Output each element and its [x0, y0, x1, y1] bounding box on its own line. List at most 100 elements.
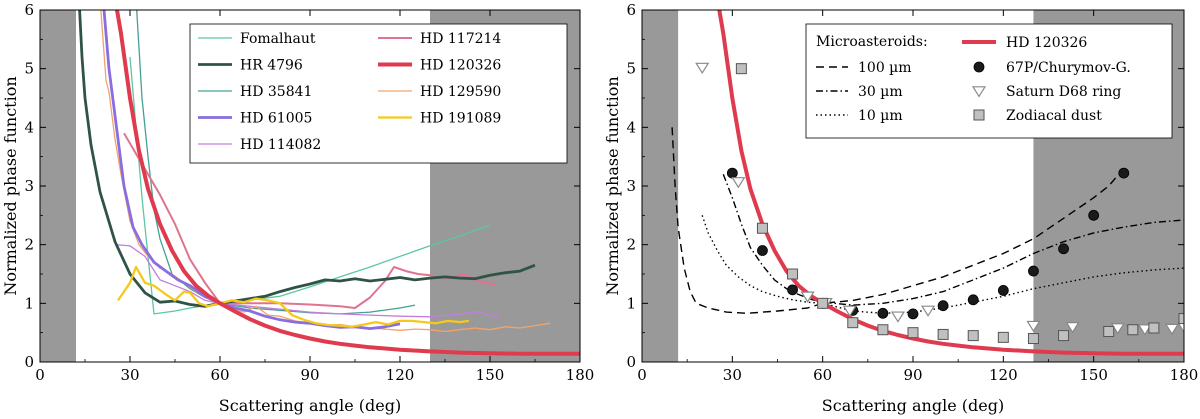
y-tick-label: 2	[24, 236, 34, 254]
point-zodiacal-dust	[1058, 330, 1070, 342]
legend-label-hd-129590: HD 129590	[420, 84, 501, 100]
x-tick-label: 30	[120, 366, 139, 384]
point-saturn-d68-ring	[731, 177, 746, 189]
series-line-100-m	[671, 127, 1125, 314]
x-tick-label: 180	[1170, 366, 1199, 384]
x-tick-label: 180	[566, 366, 595, 384]
legend-marker-67p-churymov-g	[973, 61, 985, 73]
point-67p-churymov-g	[967, 294, 979, 306]
legend-label-hr-4796: HR 4796	[240, 58, 303, 74]
y-tick-label: 1	[24, 294, 34, 312]
point-67p-churymov-g	[1028, 265, 1039, 277]
x-tick-label: 60	[813, 366, 832, 384]
legend-label-10-m: 10 µm	[858, 108, 903, 124]
y-tick-label: 6	[24, 1, 34, 19]
legend-label-hd-191089: HD 191089	[420, 111, 501, 127]
x-tick-label: 120	[386, 366, 415, 384]
x-axis-label: Scattering angle (deg)	[822, 396, 1004, 415]
point-zodiacal-dust	[1127, 324, 1139, 336]
y-tick-label: 5	[626, 60, 636, 78]
y-tick-label: 4	[626, 118, 636, 136]
point-zodiacal-dust	[1103, 325, 1115, 337]
right-chart: 0 30 60 90 120 150 180 0 1 2 3 4 5 6 Scattering angle…	[603, 1, 1199, 415]
y-tick-label: 5	[24, 60, 34, 78]
point-saturn-d68-ring	[1065, 322, 1080, 334]
point-saturn-d68-ring	[842, 305, 857, 317]
point-saturn-d68-ring	[1110, 323, 1125, 335]
point-saturn-d68-ring	[800, 291, 815, 303]
x-tick-label: 60	[210, 366, 229, 384]
point-67p-churymov-g	[997, 285, 1009, 296]
point-saturn-d68-ring	[1026, 320, 1041, 333]
series-line-hd-191089	[117, 265, 470, 328]
y-axis-label: Normalized phase function	[1, 76, 20, 295]
legend-label-hd-114082: HD 114082	[240, 137, 321, 153]
legend-label-hd-61005: HD 61005	[240, 111, 312, 127]
legend-box	[189, 23, 568, 164]
point-zodiacal-dust	[937, 328, 949, 340]
point-67p-churymov-g	[1118, 167, 1130, 179]
legend-label-hd-35841: HD 35841	[240, 84, 312, 100]
legend: Fomalhaut HR 4796 HD 35841 HD 61005 HD 11408…	[189, 23, 568, 164]
y-tick-label: 6	[626, 1, 636, 19]
x-tick-label: 0	[35, 366, 45, 384]
legend-label-hd-117214: HD 117214	[420, 31, 501, 47]
point-zodiacal-dust	[967, 330, 979, 342]
series-line-hd-120326	[114, 10, 580, 356]
legend-marker-zodiacal-dust	[973, 109, 985, 121]
point-zodiacal-dust	[1178, 313, 1184, 325]
y-tick-label: 4	[24, 118, 34, 136]
legend-label-zodiacal-dust: Zodiacal dust	[1006, 108, 1102, 124]
series-line-hd-114082	[114, 244, 500, 319]
point-zodiacal-dust	[817, 297, 829, 309]
y-tick-label: 0	[24, 353, 34, 371]
point-zodiacal-dust	[735, 63, 747, 75]
x-tick-label: 0	[637, 366, 647, 384]
point-zodiacal-dust	[787, 268, 799, 280]
legend-label-67p-churymov-g: 67P/Churymov-G.	[1006, 60, 1131, 76]
point-zodiacal-dust	[756, 222, 768, 234]
point-saturn-d68-ring	[1164, 323, 1180, 336]
point-zodiacal-dust	[877, 324, 889, 336]
shaded-region	[642, 10, 679, 362]
point-saturn-d68-ring	[920, 305, 936, 317]
x-tick-label: 90	[300, 366, 319, 384]
y-tick-label: 3	[626, 177, 636, 195]
point-67p-churymov-g	[877, 307, 889, 319]
x-tick-label: 30	[723, 366, 742, 384]
y-tick-label: 0	[626, 353, 636, 371]
legend-label-hd-120326: HD 120326	[420, 58, 501, 74]
point-zodiacal-dust	[997, 331, 1009, 343]
legend-label-saturn-d68-ring: Saturn D68 ring	[1006, 84, 1121, 100]
point-67p-churymov-g	[757, 245, 768, 256]
point-67p-churymov-g	[907, 308, 919, 320]
x-tick-label: 90	[903, 366, 922, 384]
x-axis-label: Scattering angle (deg)	[219, 396, 401, 415]
legend-heading: Microasteroids:	[816, 34, 928, 50]
point-saturn-d68-ring	[1176, 322, 1184, 334]
point-saturn-d68-ring	[695, 62, 710, 75]
point-zodiacal-dust	[1148, 322, 1160, 334]
x-tick-label: 150	[476, 366, 505, 384]
point-67p-churymov-g	[787, 284, 798, 296]
y-tick-label: 3	[24, 177, 34, 195]
legend-label-fomalhaut: Fomalhaut	[240, 31, 316, 47]
series-line-hr-4796	[78, 10, 536, 308]
series-line-hd-120326	[717, 10, 1184, 356]
point-zodiacal-dust	[1027, 333, 1039, 345]
legend-marker-saturn-d68-ring	[971, 86, 987, 98]
y-tick-label: 2	[626, 236, 636, 254]
legend-label-hd-120326: HD 120326	[1006, 35, 1087, 51]
point-67p-churymov-g	[1088, 209, 1100, 221]
legend: Microasteroids: 100 µm 30 µm 10 µm HD 120326…	[805, 23, 1173, 139]
left-chart: 0 30 60 90 120 150 180 0 1 2 3 4 5 6 Scattering angle…	[1, 1, 595, 415]
point-67p-churymov-g	[726, 167, 738, 179]
series-line-30-m	[722, 174, 1184, 306]
point-zodiacal-dust	[907, 327, 919, 339]
x-tick-label: 120	[989, 366, 1018, 384]
point-zodiacal-dust	[847, 317, 859, 329]
legend-label-100-m: 100 µm	[858, 60, 912, 76]
y-tick-label: 1	[626, 294, 636, 312]
point-saturn-d68-ring	[1137, 324, 1152, 336]
